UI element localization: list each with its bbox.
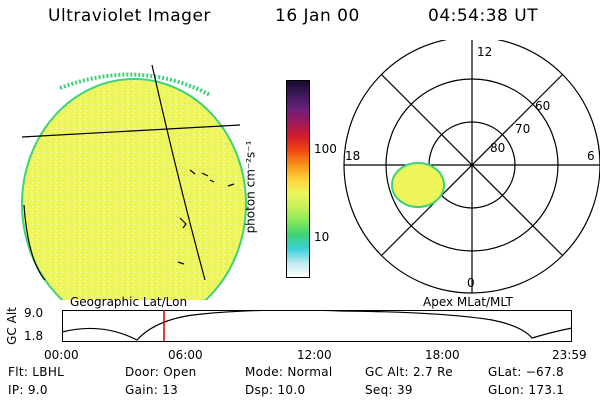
altitude-xtick-0600: 06:00 xyxy=(168,348,203,362)
polar-auroral-blob xyxy=(391,162,445,208)
info-glat: GLat: −67.8 xyxy=(488,365,564,379)
info-ip: IP: 9.0 xyxy=(8,383,48,397)
date-label: 16 Jan 00 xyxy=(275,6,360,26)
lat-label-70: 70 xyxy=(515,122,530,136)
lat-label-60: 60 xyxy=(535,99,550,113)
polar-panel-label: Apex MLat/MLT xyxy=(423,295,513,309)
colorbar xyxy=(286,80,310,278)
altitude-xtick-1200: 12:00 xyxy=(297,348,332,362)
mlt-label-6: 6 xyxy=(587,149,595,163)
geographic-panel-label: Geographic Lat/Lon xyxy=(70,295,188,309)
altitude-plot-frame xyxy=(62,310,572,342)
coastline-right xyxy=(189,169,235,187)
mlt-label-0: 0 xyxy=(467,276,475,290)
latitude-line xyxy=(21,124,241,138)
info-gc-alt: GC Alt: 2.7 Re xyxy=(365,365,453,379)
info-gain: Gain: 13 xyxy=(125,383,179,397)
colorbar-tick-10: 10 xyxy=(314,230,330,244)
coastline-left xyxy=(23,204,46,281)
polar-grid-panel: 12 18 6 0 60 70 80 xyxy=(343,40,600,294)
info-seq: Seq: 39 xyxy=(365,383,413,397)
info-dsp: Dsp: 10.0 xyxy=(245,383,306,397)
coastline-fragments xyxy=(177,217,187,265)
altitude-plot xyxy=(62,310,573,342)
info-filter: Flt: LBHL xyxy=(8,365,65,379)
disk-edge-noise xyxy=(59,72,211,97)
altitude-ytick-9: 9.0 xyxy=(24,306,44,320)
altitude-xtick-0000: 00:00 xyxy=(44,348,79,362)
mlt-label-18: 18 xyxy=(345,149,360,163)
colorbar-unit-label: photon cm⁻²s⁻¹ xyxy=(243,140,258,234)
info-door: Door: Open xyxy=(125,365,197,379)
altitude-ylabel: GC Alt xyxy=(4,307,19,345)
longitude-line xyxy=(151,64,206,281)
colorbar-tick-100: 100 xyxy=(314,142,337,156)
time-label: 04:54:38 UT xyxy=(428,6,539,26)
mlt-label-12: 12 xyxy=(477,45,492,59)
altitude-curve xyxy=(62,310,573,341)
lat-label-80: 80 xyxy=(490,141,505,155)
info-mode: Mode: Normal xyxy=(245,365,333,379)
altitude-xtick-2359: 23:59 xyxy=(552,348,587,362)
altitude-ytick-1.8: 1.8 xyxy=(24,329,44,343)
instrument-title: Ultraviolet Imager xyxy=(48,6,211,26)
auroral-image-disk xyxy=(21,78,247,300)
altitude-xtick-1800: 18:00 xyxy=(425,348,460,362)
geographic-image-panel xyxy=(21,64,247,300)
info-glon: GLon: 173.1 xyxy=(488,383,565,397)
polar-diagonal-2 xyxy=(380,73,564,257)
